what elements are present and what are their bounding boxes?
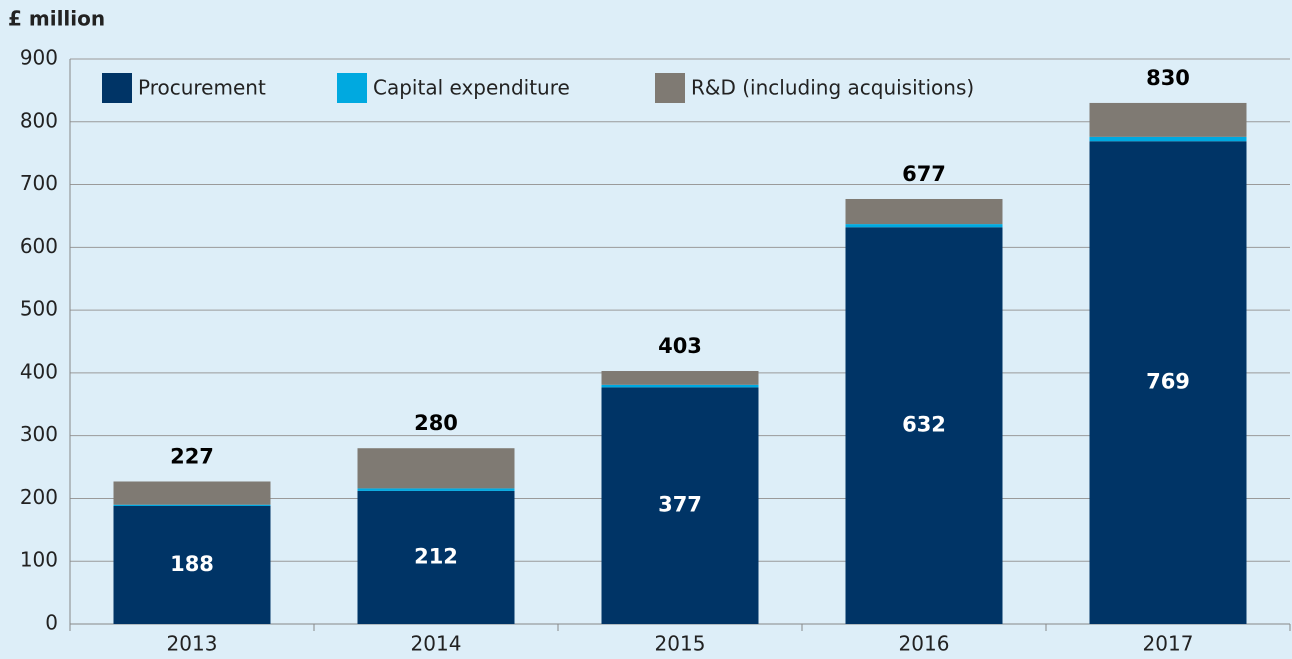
y-tick-label: 600 (20, 234, 58, 258)
y-tick-label: 900 (20, 46, 58, 70)
value-label: 632 (902, 413, 946, 437)
bar-segment (357, 490, 515, 624)
bar-segment (601, 387, 759, 624)
x-tick-label: 2013 (167, 632, 218, 656)
bar-segment (357, 448, 515, 489)
value-label: 377 (658, 493, 702, 517)
value-label: 212 (414, 544, 458, 568)
x-tick-label: 2015 (655, 632, 706, 656)
total-label: 227 (170, 444, 214, 468)
y-tick-label: 100 (20, 548, 58, 572)
x-tick-label: 2014 (411, 632, 462, 656)
legend-label: Procurement (138, 76, 266, 100)
bar-segment (113, 505, 271, 624)
y-tick-label: 0 (45, 611, 58, 635)
total-label: 830 (1146, 66, 1190, 90)
y-axis-label: £ million (8, 7, 105, 31)
x-tick-label: 2016 (899, 632, 950, 656)
value-label: 769 (1146, 370, 1190, 394)
bar-segment (845, 224, 1003, 228)
total-label: 677 (902, 162, 946, 186)
total-label: 280 (414, 411, 458, 435)
legend-swatch (337, 73, 367, 103)
y-tick-label: 300 (20, 422, 58, 446)
value-label: 188 (170, 552, 214, 576)
bar-segment (601, 384, 759, 388)
bar-segment (1089, 141, 1247, 624)
bar-segment (113, 504, 271, 506)
bar-segment (845, 198, 1003, 225)
legend-swatch (102, 73, 132, 103)
legend-label: Capital expenditure (373, 76, 570, 100)
bar-segment (845, 227, 1003, 624)
y-tick-label: 200 (20, 485, 58, 509)
y-tick-label: 700 (20, 171, 58, 195)
total-label: 403 (658, 334, 702, 358)
bar-segment (601, 371, 759, 385)
y-tick-label: 500 (20, 297, 58, 321)
x-tick-label: 2017 (1143, 632, 1194, 656)
bar-segment (357, 488, 515, 491)
legend-swatch (655, 73, 685, 103)
bar-segment (1089, 136, 1247, 142)
y-tick-label: 800 (20, 108, 58, 132)
bar-segment (1089, 102, 1247, 137)
legend-label: R&D (including acquisitions) (691, 76, 974, 100)
y-tick-label: 400 (20, 359, 58, 383)
bar-segment (113, 481, 271, 505)
